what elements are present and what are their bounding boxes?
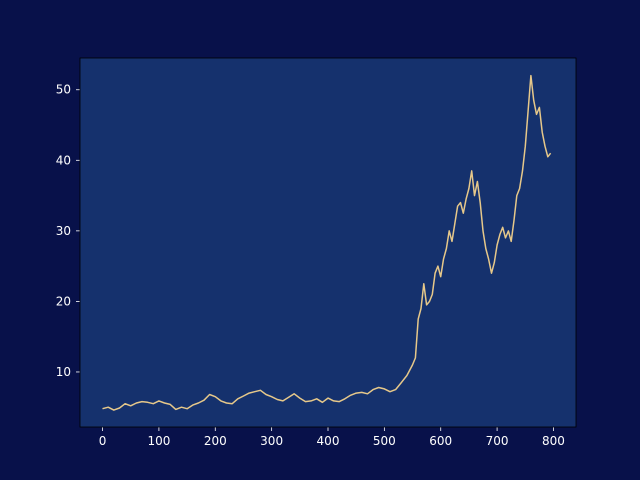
x-tick-label: 800: [542, 434, 565, 448]
series-line-0: [102, 74, 552, 411]
y-tick-label: 10: [56, 365, 71, 379]
x-tick-label: 400: [317, 434, 340, 448]
x-tick-label: 100: [147, 434, 170, 448]
y-tick-label: 50: [56, 83, 71, 97]
y-tick-label: 30: [56, 224, 71, 238]
y-tick-label: 40: [56, 153, 71, 167]
axes-frame: [79, 57, 577, 428]
y-tick-label: 20: [56, 294, 71, 308]
x-tick-label: 200: [204, 434, 227, 448]
x-tick-label: 600: [429, 434, 452, 448]
x-tick-label: 700: [486, 434, 509, 448]
plot-area: [80, 58, 576, 427]
x-tick-label: 0: [99, 434, 107, 448]
x-tick-label: 500: [373, 434, 396, 448]
x-tick-label: 300: [260, 434, 283, 448]
